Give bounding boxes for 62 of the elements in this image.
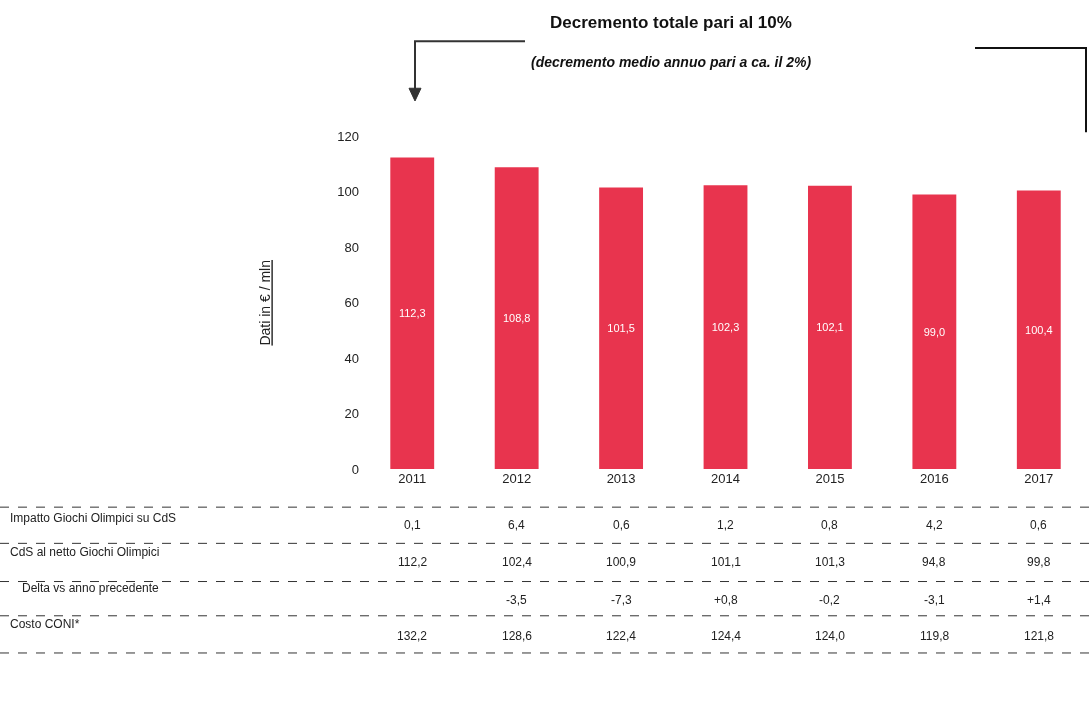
text: 0,6 — [613, 518, 631, 532]
data-label: 102,3 — [711, 321, 740, 334]
text: -7,3 — [611, 593, 632, 607]
text: 1,2 — [717, 518, 735, 532]
text: 101,3 — [815, 555, 846, 569]
bar — [703, 185, 748, 469]
text: Delta vs anno precedente — [22, 581, 160, 595]
x-tick-label: 2017 — [1024, 470, 1054, 486]
text: 0,8 — [821, 518, 839, 532]
text: -0,2 — [819, 593, 840, 607]
x-tick-label: 2015 — [815, 470, 845, 486]
text: 0,6 — [1030, 518, 1048, 532]
text: 6,4 — [508, 518, 526, 532]
text: 132,2 — [397, 629, 428, 643]
data-label: 108,8 — [502, 312, 531, 325]
bar — [390, 157, 435, 469]
text: -3,1 — [924, 593, 945, 607]
bar — [494, 167, 539, 469]
text: 0,1 — [404, 518, 422, 532]
text: 100,9 — [606, 555, 637, 569]
data-label: 101,5 — [607, 322, 635, 335]
x-tick-label: 2011 — [398, 470, 427, 486]
text: +1,4 — [1027, 593, 1052, 607]
y-tick-label: 0 — [351, 461, 360, 477]
y-axis-title: Dati in € / mln — [257, 259, 274, 346]
y-tick-label: 80 — [344, 239, 360, 255]
x-tick-label: 2016 — [919, 470, 949, 486]
text: 124,4 — [711, 629, 742, 643]
text: 124,0 — [815, 629, 846, 643]
data-label: 102,1 — [816, 321, 844, 334]
bar — [1016, 190, 1061, 469]
text: CdS al netto Giochi Olimpici — [10, 545, 160, 559]
text: 101,1 — [711, 555, 742, 569]
text: 112,2 — [398, 555, 428, 569]
y-tick-label: 120 — [337, 128, 360, 144]
text: 4,2 — [926, 518, 944, 532]
text: 94,8 — [922, 555, 946, 569]
bar — [912, 194, 957, 469]
x-tick-label: 2013 — [606, 470, 636, 486]
y-tick-label: 40 — [344, 350, 360, 366]
y-tick-label: 100 — [337, 184, 360, 200]
text: 122,4 — [606, 629, 637, 643]
text: 102,4 — [502, 555, 533, 569]
bar — [599, 187, 644, 469]
text: 121,8 — [1024, 629, 1055, 643]
text: +0,8 — [714, 593, 739, 607]
text: 99,8 — [1027, 555, 1051, 569]
text: Costo CONI* — [10, 617, 80, 631]
chart-subtitle: (decremento medio annuo pari a ca. il 2%) — [531, 54, 812, 70]
bar — [808, 185, 852, 469]
data-label: 100,4 — [1025, 323, 1053, 336]
text: 128,6 — [502, 629, 533, 643]
data-label: 112,3 — [398, 307, 426, 320]
y-tick-label: 20 — [344, 406, 360, 422]
x-tick-label: 2012 — [502, 470, 532, 486]
y-tick-label: 60 — [344, 295, 360, 311]
x-tick-label: 2014 — [711, 470, 740, 486]
data-label: 99,0 — [923, 325, 946, 338]
text: -3,5 — [506, 593, 527, 607]
text: 119,8 — [920, 629, 950, 643]
chart-title: Decremento totale pari al 10% — [550, 12, 792, 32]
text: Impatto Giochi Olimpici su CdS — [10, 511, 177, 525]
